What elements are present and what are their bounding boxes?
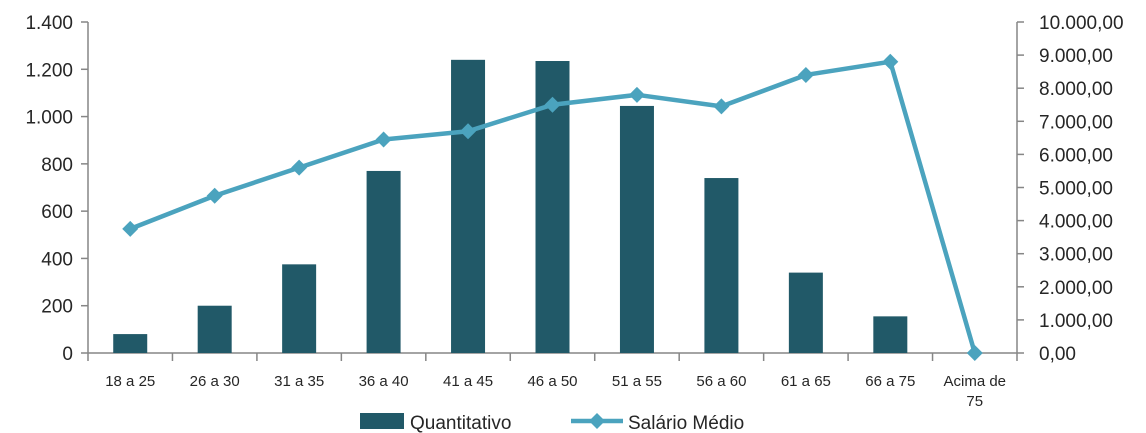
left-tick-label: 600 [41, 202, 73, 223]
right-tick-label: 7.000,00 [1039, 112, 1113, 133]
bar-56-a-60 [704, 178, 739, 353]
right-tick-label: 4.000,00 [1039, 212, 1113, 233]
bar-66-a-75 [873, 316, 908, 353]
category-label: Acima de [944, 373, 1007, 390]
salario-medio-point-36-a-40 [375, 131, 392, 148]
bar-51-a-55 [619, 105, 654, 353]
right-tick-label: 2.000,00 [1039, 278, 1113, 299]
salario-medio-point-46-a-50 [544, 96, 561, 113]
right-tick-label: 9.000,00 [1039, 46, 1113, 67]
salario-medio-point-66-a-75 [882, 53, 899, 70]
salario-medio-point-51-a-55 [628, 86, 645, 103]
category-axis-labels: 18 a 25 26 a 30 31 a 35 36 a 40 41 a 45 46 a … [105, 373, 1006, 410]
category-label: 56 a 60 [696, 373, 746, 390]
right-tick-label: 8.000,00 [1039, 79, 1113, 100]
category-label: 26 a 30 [190, 373, 240, 390]
left-tick-label: 1.200 [25, 60, 73, 81]
category-label: 51 a 55 [612, 373, 662, 390]
bar-18-a-25 [113, 334, 148, 353]
right-tick-label: 0,00 [1039, 344, 1076, 365]
bar-series-quantitativo [113, 59, 908, 354]
salario-medio-point-31-a-35 [291, 159, 308, 176]
left-tick-label: 0 [62, 344, 73, 365]
bar-61-a-65 [788, 272, 823, 353]
left-tick-label: 1.400 [25, 13, 73, 34]
salario-medio-point-41-a-45 [460, 123, 477, 140]
right-tick-label: 3.000,00 [1039, 245, 1113, 266]
category-label: 46 a 50 [527, 373, 577, 390]
category-label: 41 a 45 [443, 373, 493, 390]
line-series-salario-medio [122, 53, 983, 361]
category-label: 18 a 25 [105, 373, 155, 390]
category-label: 36 a 40 [359, 373, 409, 390]
salario-medio-point-26-a-30 [206, 187, 223, 204]
left-tick-label: 400 [41, 249, 73, 270]
salario-medio-point-18-a-25 [122, 220, 139, 237]
category-label: 61 a 65 [781, 373, 831, 390]
legend-swatch-quantitativo [360, 413, 404, 429]
right-axis-tick-labels: 0,00 1.000,00 2.000,00 3.000,00 4.000,00 5.00… [1039, 13, 1124, 365]
salario-medio-point-acima-de-75 [966, 345, 983, 361]
bar-26-a-30 [197, 305, 232, 353]
bar-41-a-45 [451, 59, 486, 353]
right-tick-label: 1.000,00 [1039, 311, 1113, 332]
right-tick-label: 5.000,00 [1039, 179, 1113, 200]
left-tick-label: 1.000 [25, 108, 73, 129]
bar-31-a-35 [282, 264, 317, 353]
left-axis-tick-labels: 0 200 400 600 800 1.000 1.200 1.400 [25, 13, 73, 365]
legend-label-salario-medio: Salário Médio [628, 413, 744, 433]
salario-medio-point-56-a-60 [713, 98, 730, 115]
left-tick-label: 200 [41, 297, 73, 318]
right-tick-label: 6.000,00 [1039, 145, 1113, 166]
legend-label-quantitativo: Quantitativo [410, 413, 511, 433]
legend-marker-salario-medio [589, 413, 605, 429]
chart-legend: Quantitativo Salário Médio [360, 413, 744, 433]
right-tick-label: 10.000,00 [1039, 13, 1124, 34]
salario-medio-point-61-a-65 [797, 66, 814, 83]
category-label: 75 [966, 393, 983, 410]
category-label: 66 a 75 [865, 373, 915, 390]
category-label: 31 a 35 [274, 373, 324, 390]
left-tick-label: 800 [41, 155, 73, 176]
bar-36-a-40 [366, 170, 401, 353]
